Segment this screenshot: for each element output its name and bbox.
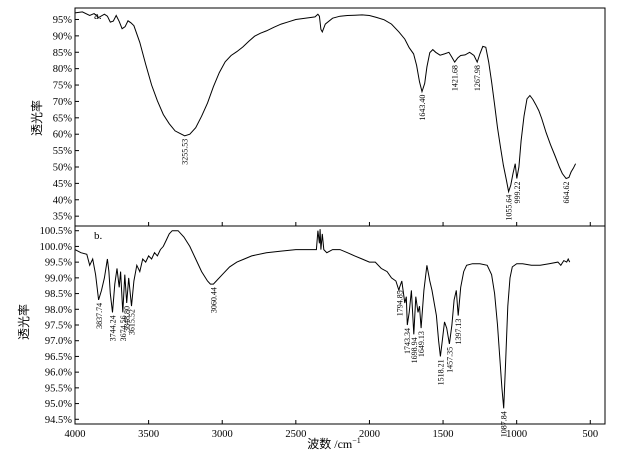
x-tick-label: 2500 (285, 429, 306, 440)
x-tick-label: 2000 (359, 429, 380, 440)
x-tick-label: 1500 (433, 429, 454, 440)
panel-b-y-tick-label: 97.0% (45, 336, 72, 347)
peak-label: 664.62 (562, 182, 571, 204)
panel-a-y-tick-label: 55% (53, 146, 73, 157)
peak-label: 1087.84 (500, 411, 509, 437)
panel-a-y-ticks: 35% 40% 45% 50% 55% 60% 65% 70% 75% 80% 85% 90% 95% (53, 15, 79, 223)
peak-label: 3060.44 (209, 287, 218, 313)
panel-a-y-tick-label: 65% (53, 113, 73, 124)
panel-b-y-tick-label: 100.5% (40, 226, 73, 237)
x-tick-label: 3000 (212, 429, 233, 440)
peak-label: 3615.52 (128, 309, 137, 335)
panel-a-y-tick-label: 75% (53, 81, 73, 92)
panel-b-y-tick-label: 98.5% (45, 289, 72, 300)
panel-b-y-tick-label: 98.0% (45, 305, 72, 316)
panel-b-y-tick-label: 99.5% (45, 258, 72, 269)
x-tick-label: 3500 (138, 429, 159, 440)
panel-b-y-tick-label: 95.0% (45, 399, 72, 410)
peak-label: 1518.21 (436, 359, 445, 385)
panel-a-y-axis-label: 透光率 (29, 100, 44, 136)
x-axis-ticks: 4000 3500 3000 2500 2000 1500 1000 500 (65, 222, 598, 440)
panel-a-spectrum-line (74, 11, 577, 194)
panel-a-y-tick-label: 95% (53, 15, 73, 26)
panel-a-y-tick-label: 50% (53, 162, 73, 173)
panel-a-y-tick-label: 60% (53, 130, 73, 141)
panel-a-peak-labels: 3255.53 1643.40 1421.68 1267.98 1055.64999.2… (181, 65, 571, 221)
panel-b-y-ticks: 94.5% 95.0% 95.5% 96.0% 96.5% 97.0% 97.5% 98.0%… (40, 226, 79, 426)
panel-a-y-tick-label: 90% (53, 31, 73, 42)
peak-label: 1643.40 (418, 95, 427, 121)
panel-b-y-axis-label: 透光率 (16, 304, 31, 340)
panel-b-y-tick-label: 100.0% (40, 242, 73, 253)
peak-label: 3648.80 (123, 306, 132, 332)
peak-label: 1397.13 (454, 319, 463, 345)
peak-label: 3744.24 (109, 315, 118, 341)
peak-label: 1743.34 (403, 328, 412, 354)
panel-a-y-tick-label: 85% (53, 48, 73, 59)
panel-a-y-tick-label: 45% (53, 179, 73, 190)
panel-a-label: a. (94, 10, 102, 22)
panel-b-y-tick-label: 96.5% (45, 352, 72, 363)
peak-label: 999.22 (513, 182, 522, 204)
peak-label: 1457.35 (445, 347, 454, 373)
panel-b-label: b. (94, 230, 103, 242)
panel-b-y-tick-label: 97.5% (45, 321, 72, 332)
peak-label: 1794.85 (396, 290, 405, 316)
panel-b-spectrum-line (74, 229, 571, 409)
panel-a-frame (74, 7, 606, 227)
panel-b-y-tick-label: 99.0% (45, 273, 72, 284)
x-tick-label: 500 (582, 429, 598, 440)
panel-b-y-tick-label: 94.5% (45, 415, 72, 426)
panel-a-y-tick-label: 40% (53, 195, 73, 206)
x-axis-label-text: 波数 /cm (307, 436, 353, 451)
peak-label: 3837.74 (95, 303, 104, 329)
x-tick-label: 4000 (65, 429, 86, 440)
peak-label: 3674.56 (119, 315, 128, 341)
peak-label: 3255.53 (181, 139, 190, 165)
x-axis-label-exponent: −1 (352, 436, 361, 445)
panel-a-y-tick-label: 70% (53, 97, 73, 108)
peak-label: 1421.68 (451, 65, 460, 91)
x-tick-label: 1000 (506, 429, 527, 440)
panel-b-frame (74, 225, 606, 425)
x-axis-label: 波数 /cm−1 (307, 436, 361, 451)
peak-label: 1698.94 (410, 337, 419, 363)
peak-label: 1055.64 (505, 195, 514, 221)
peak-label: 1649.13 (417, 331, 426, 357)
peak-label: 1267.98 (473, 65, 482, 91)
panel-b-y-tick-label: 95.5% (45, 383, 72, 394)
panel-b-y-tick-label: 96.0% (45, 368, 72, 379)
panel-a-y-tick-label: 35% (53, 212, 73, 223)
panel-a-y-tick-label: 80% (53, 64, 73, 75)
